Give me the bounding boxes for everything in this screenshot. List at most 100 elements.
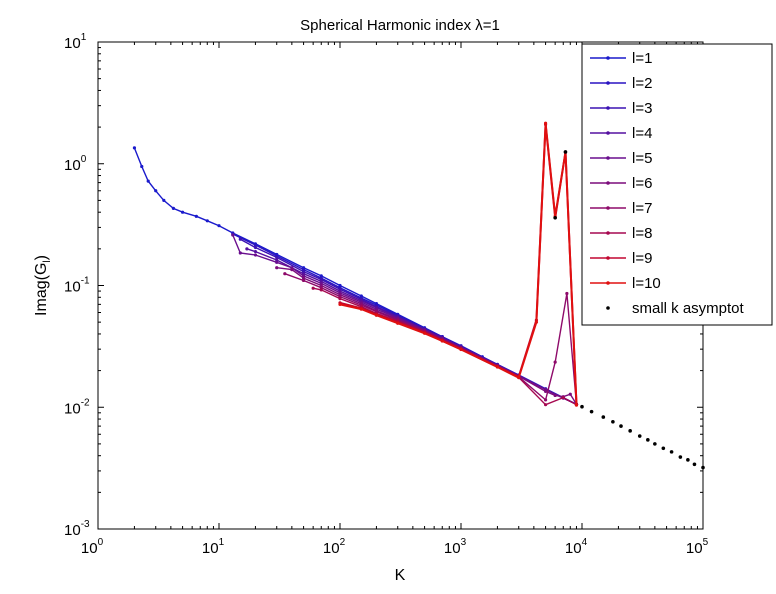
- x-tick-label: 102: [323, 537, 346, 557]
- y-tick-exponent: 1: [81, 32, 87, 43]
- y-tick-label: 10-2: [64, 397, 90, 417]
- legend-marker: [606, 131, 610, 135]
- data-point: [574, 403, 579, 407]
- y-tick-label: 10-3: [64, 519, 90, 539]
- data-point: [180, 210, 185, 214]
- x-tick-exponent: 4: [582, 537, 588, 548]
- series-line: [339, 123, 578, 406]
- legend-entry: l=8: [590, 225, 652, 242]
- y-tick-base: 10: [64, 279, 81, 296]
- y-tick-base: 10: [64, 400, 81, 417]
- data-point: [319, 288, 323, 292]
- legend-entry: l=9: [590, 250, 652, 267]
- data-point: [565, 291, 569, 296]
- y-axis-label: Imag(Gl): [33, 255, 53, 316]
- y-tick-label: 100: [64, 154, 87, 174]
- y-axis-label-end: ): [33, 255, 50, 260]
- asymptote-point: [589, 409, 594, 414]
- y-tick-label: 10-1: [64, 276, 90, 296]
- x-tick-base: 10: [686, 540, 703, 557]
- y-tick-base: 10: [64, 522, 81, 539]
- y-tick-exponent: 0: [81, 154, 87, 165]
- data-point: [301, 276, 306, 280]
- x-tick-exponent: 0: [98, 537, 104, 548]
- x-tick-base: 10: [202, 540, 219, 557]
- data-point: [374, 313, 379, 317]
- legend-entry: l=1: [590, 50, 652, 67]
- data-point: [171, 206, 176, 210]
- asymptote-point: [619, 424, 623, 428]
- legend-label: l=1: [632, 50, 652, 67]
- data-point: [301, 278, 306, 283]
- data-point: [543, 398, 548, 402]
- legend-marker: [606, 206, 610, 210]
- x-axis: 100 101 102 103 104 105: [81, 42, 709, 557]
- x-tick-exponent: 2: [340, 537, 346, 548]
- legend-entry: small k asymptot: [606, 300, 745, 317]
- legend-marker: [606, 281, 610, 285]
- chart-title: Spherical Harmonic index λ=1: [300, 17, 500, 34]
- data-point: [154, 189, 158, 193]
- legend-label: l=5: [632, 150, 652, 167]
- legend-marker: [606, 231, 610, 235]
- x-tick-base: 10: [323, 540, 340, 557]
- data-point: [517, 376, 521, 380]
- legend-label: l=6: [632, 175, 652, 192]
- y-tick-label: 101: [64, 32, 87, 52]
- data-point: [132, 146, 137, 150]
- legend-label: l=7: [632, 200, 652, 217]
- data-point: [245, 247, 249, 251]
- asymptote-point: [637, 434, 642, 438]
- data-point: [253, 253, 258, 257]
- legend: l=1 l=2 l=3 l=4 l=5 l=6 l=7 l=8 l=9 l=10 small k a…: [581, 43, 773, 326]
- x-tick-label: 101: [202, 537, 225, 557]
- data-point: [217, 224, 221, 228]
- asymptote-point: [701, 465, 705, 470]
- data-point: [338, 297, 342, 301]
- legend-marker: [606, 306, 610, 310]
- asymptote-point: [653, 442, 657, 446]
- data-point: [283, 272, 287, 276]
- x-tick-base: 10: [81, 540, 98, 557]
- data-point: [440, 339, 444, 343]
- asymptote-point: [686, 458, 690, 462]
- y-tick-base: 10: [64, 157, 81, 174]
- asymptote-point: [563, 150, 568, 154]
- data-point: [253, 243, 258, 247]
- asymptote-point: [611, 419, 615, 424]
- asymptote-point: [692, 462, 697, 467]
- data-point: [553, 360, 557, 364]
- asymptote-point: [661, 446, 666, 451]
- asymptote-point: [601, 415, 606, 419]
- data-point: [238, 237, 242, 241]
- data-point: [311, 286, 315, 290]
- data-point: [543, 121, 548, 125]
- x-tick-base: 10: [565, 540, 582, 557]
- x-tick-label: 105: [686, 537, 709, 557]
- data-point: [338, 302, 342, 306]
- x-tick-label: 100: [81, 537, 104, 557]
- legend-entry: l=10: [590, 275, 661, 292]
- data-point: [543, 389, 548, 393]
- legend-label: l=3: [632, 100, 652, 117]
- data-point: [396, 321, 400, 325]
- data-point: [561, 396, 565, 400]
- x-axis-label: K: [395, 567, 406, 584]
- legend-marker: [606, 106, 610, 110]
- data-point: [146, 179, 150, 183]
- data-point: [275, 258, 279, 262]
- data-point: [275, 255, 279, 260]
- data-point: [194, 214, 198, 218]
- x-tick-exponent: 3: [461, 537, 467, 548]
- legend-entry: l=7: [590, 200, 652, 217]
- legend-label: l=4: [632, 125, 652, 142]
- legend-entry: l=2: [590, 75, 652, 92]
- data-point: [231, 233, 235, 237]
- legend-marker: [606, 256, 610, 260]
- asymptote-point: [628, 429, 632, 433]
- legend-box: [581, 43, 773, 326]
- data-point: [162, 198, 166, 203]
- y-tick-exponent: -2: [81, 397, 90, 408]
